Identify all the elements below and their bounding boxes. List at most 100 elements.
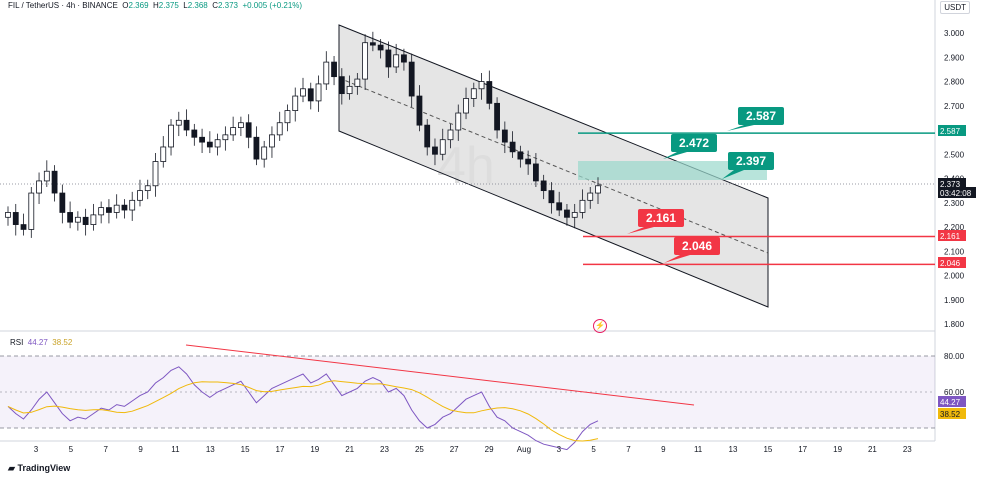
time-tick-label: 21 — [345, 445, 354, 454]
price-tick-label: 2.200 — [944, 223, 965, 232]
candle-body — [137, 190, 143, 201]
channel-midline — [338, 77, 769, 254]
candle-body — [261, 146, 268, 160]
candle-body — [222, 134, 229, 141]
candle-body — [416, 95, 423, 126]
label-2046-pointer — [664, 255, 690, 263]
candle-body — [571, 212, 578, 218]
candle-body — [564, 209, 570, 218]
candle-body — [90, 214, 97, 225]
label-2397-text: 2.397 — [736, 154, 766, 168]
candle-body — [292, 95, 299, 112]
tv-brand-label: TradingView — [17, 463, 71, 473]
time-tick-label: 3 — [557, 445, 562, 454]
time-tick-label: 15 — [763, 445, 772, 454]
rsi-tick-label: 60.00 — [944, 388, 965, 397]
candle-body — [548, 190, 555, 204]
candle-body — [323, 61, 330, 85]
change-value: +0.005 (+0.21%) — [242, 1, 303, 10]
rsi-ma-line — [7, 380, 599, 442]
price-tag-text: 2.373 — [940, 180, 961, 189]
candle-body — [307, 88, 314, 102]
label-2046-box[interactable] — [674, 237, 720, 255]
flash-icon[interactable]: ⚡ — [593, 319, 607, 333]
candle-body — [300, 88, 306, 97]
candle-body — [191, 129, 198, 138]
time-tick-label: 19 — [310, 445, 319, 454]
price-tick-label: 3.000 — [944, 29, 965, 38]
candle-body — [214, 139, 221, 148]
candle-body — [237, 122, 244, 128]
candle-body — [59, 192, 66, 213]
candle-body — [152, 161, 159, 187]
candle-body — [486, 81, 493, 104]
candle-body — [20, 224, 27, 230]
close-value: 2.373 — [217, 1, 238, 10]
time-tick-label: Aug — [517, 445, 531, 454]
candle-body — [206, 141, 213, 148]
candle-body — [82, 216, 89, 225]
price-tag — [938, 178, 966, 189]
price-tick-label: 2.000 — [944, 272, 965, 281]
candle-body — [540, 180, 547, 192]
candle-body — [346, 85, 353, 95]
candle-body — [160, 146, 167, 162]
high-value: 2.375 — [158, 1, 179, 10]
time-tick-label: 29 — [485, 445, 494, 454]
label-2161-text: 2.161 — [646, 211, 676, 225]
time-tick-label: 9 — [138, 445, 143, 454]
time-tick-label: 3 — [34, 445, 39, 454]
symbol-title[interactable]: FIL / TetherUS · 4h · BINANCE — [8, 1, 118, 10]
open-label: O — [122, 1, 129, 10]
candle-body — [245, 122, 252, 138]
time-tick-label: 15 — [241, 445, 250, 454]
candle-body — [338, 76, 345, 95]
candle-body — [470, 88, 477, 99]
candle-body — [401, 54, 407, 63]
quote-currency-badge[interactable]: USDT — [940, 1, 970, 14]
time-tick-label: 23 — [380, 445, 389, 454]
time-tick-label: 17 — [276, 445, 285, 454]
time-tick-label: 13 — [729, 445, 738, 454]
label-2397-box[interactable] — [728, 152, 774, 170]
rsi-value: 44.27 — [27, 338, 48, 347]
label-2161-pointer — [627, 227, 654, 234]
price-tick-label: 2.300 — [944, 199, 965, 208]
label-2472-box[interactable] — [671, 134, 717, 152]
rsi-trendline[interactable] — [185, 344, 695, 406]
label-2161-box[interactable] — [638, 209, 684, 227]
candle-body — [28, 192, 35, 230]
time-tick-label: 11 — [694, 445, 703, 454]
candle-body — [106, 207, 112, 213]
label-2587-box[interactable] — [738, 107, 784, 125]
candle-body — [455, 112, 462, 131]
candle-body — [595, 185, 601, 194]
rsi-ma-tag — [938, 408, 966, 419]
candle-body — [315, 83, 322, 102]
levels-group: 2.587 2.472 2.397 2.161 2.046 — [578, 107, 935, 266]
low-value: 2.368 — [187, 1, 208, 10]
label-2397-pointer — [722, 170, 744, 179]
label-2046-text: 2.046 — [682, 239, 712, 253]
candle-body — [509, 141, 516, 153]
price-tick-label: 2.500 — [944, 150, 965, 159]
candle-body — [385, 49, 392, 68]
resistance-zone[interactable] — [578, 161, 767, 180]
candle-body — [269, 134, 275, 148]
price-tick-label: 2.800 — [944, 78, 965, 87]
candles-group — [5, 31, 601, 238]
price-tick-label: 2.700 — [944, 102, 965, 111]
tradingview-logo[interactable]: ▰ TradingView — [8, 463, 70, 474]
price-tick-label: 1.800 — [944, 320, 965, 329]
rsi-tick-label: 80.00 — [944, 352, 965, 361]
time-tick-label: 5 — [69, 445, 74, 454]
time-tick-label: 7 — [103, 445, 108, 454]
candle-body — [253, 136, 260, 160]
rsi-legend[interactable]: RSI 44.27 38.52 — [10, 338, 72, 347]
time-tick-label: 5 — [591, 445, 596, 454]
tv-logo-icon: ▰ — [8, 463, 15, 473]
candle-body — [199, 136, 205, 143]
price-tag — [938, 230, 966, 241]
